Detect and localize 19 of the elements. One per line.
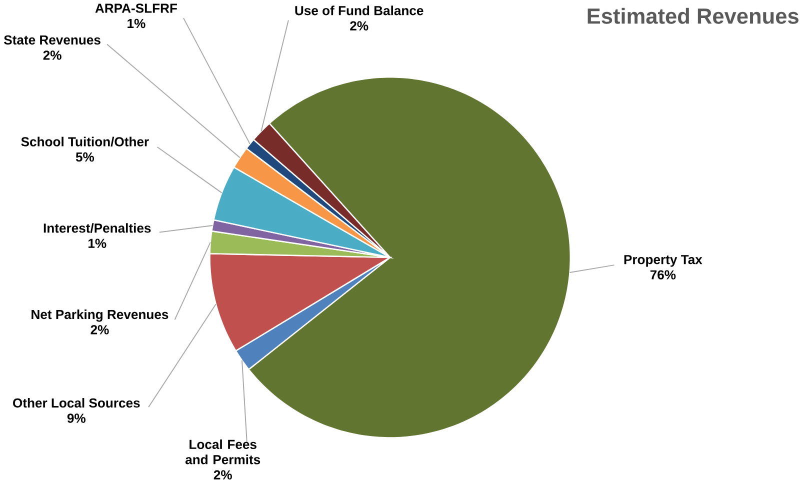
chart-title: Estimated Revenues xyxy=(588,8,798,24)
data-label: 76% xyxy=(650,270,676,280)
data-label: 5% xyxy=(76,152,94,162)
data-label: 2% xyxy=(90,325,109,334)
slice-label: Property Tax xyxy=(624,255,702,267)
slice-label: ARPA-SLFRF xyxy=(95,4,177,13)
data-label: 1% xyxy=(128,18,146,28)
data-label: 2% xyxy=(43,50,62,60)
slice-label: Other Local Sources xyxy=(13,398,140,408)
data-label: 2% xyxy=(214,470,232,480)
slice-label: Interest/Penalties xyxy=(44,223,151,233)
slice-label: Net Parking Revenues xyxy=(32,309,168,322)
data-label: 1% xyxy=(88,238,106,248)
data-label: 2% xyxy=(350,21,368,30)
slice-label: School Tuition/Other xyxy=(21,136,149,146)
slice-label: State Revenues xyxy=(4,35,100,45)
slice-label: Use of Fund Balance xyxy=(295,6,424,16)
slice-label: Local Fees and Permits xyxy=(185,439,260,464)
data-label: 9% xyxy=(67,414,86,423)
